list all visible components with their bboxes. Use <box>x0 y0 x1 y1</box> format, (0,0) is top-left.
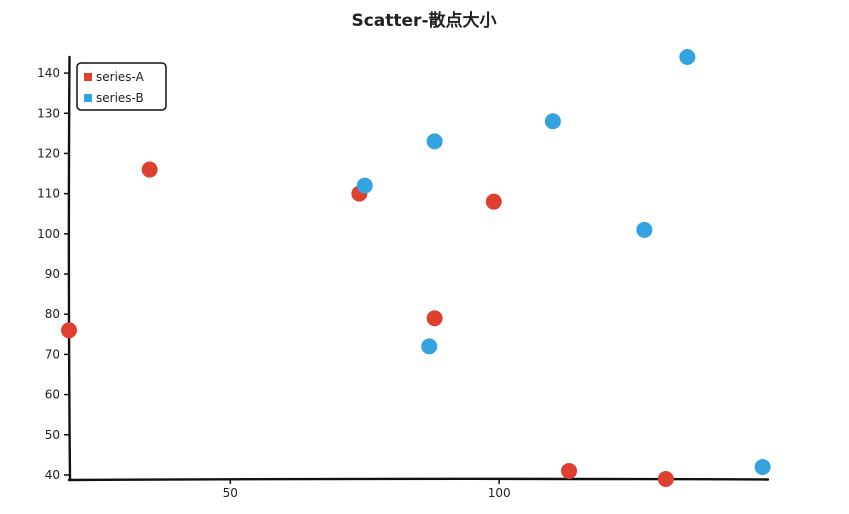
point-series-b-3 <box>544 113 561 130</box>
y-tick-label: 50 <box>45 428 60 442</box>
y-tick-label: 110 <box>37 187 60 201</box>
y-tick-label: 120 <box>37 146 60 160</box>
point-series-b-1 <box>421 338 438 355</box>
y-tick-label: 130 <box>37 106 60 120</box>
y-tick-label: 90 <box>45 267 60 281</box>
x-tick-label: 100 <box>488 486 511 500</box>
legend-label-series-b: series-B <box>96 91 144 105</box>
y-tick-label: 80 <box>45 307 60 321</box>
data-points <box>61 49 771 487</box>
point-series-a-4 <box>485 193 502 210</box>
point-series-b-5 <box>679 49 696 65</box>
point-series-b-0 <box>356 177 373 194</box>
legend-label-series-a: series-A <box>96 70 145 84</box>
legend-frame <box>76 62 167 111</box>
y-tick-label: 60 <box>45 388 60 402</box>
point-series-b-2 <box>426 133 443 150</box>
point-series-a-6 <box>657 471 674 487</box>
y-tick-label: 100 <box>37 227 60 241</box>
legend: series-A series-B <box>76 62 167 111</box>
legend-swatch-series-a <box>84 73 92 81</box>
legend-swatch-series-b <box>84 94 92 102</box>
point-series-b-4 <box>636 221 653 238</box>
point-series-a-5 <box>561 462 578 479</box>
x-tick-label: 50 <box>223 486 238 500</box>
point-series-a-3 <box>426 310 443 327</box>
point-series-a-1 <box>141 161 158 178</box>
point-series-a-0 <box>61 322 77 339</box>
point-series-b-6 <box>754 458 771 475</box>
y-tick-label: 40 <box>45 468 60 482</box>
chart-title: Scatter-散点大小 <box>351 10 496 31</box>
y-tick-label: 70 <box>45 347 60 361</box>
y-tick-label: 140 <box>37 66 60 80</box>
y-axis-line <box>67 55 72 482</box>
axes: 40 50 60 70 80 90 100 110 120 130 140 50 100 <box>37 55 770 500</box>
